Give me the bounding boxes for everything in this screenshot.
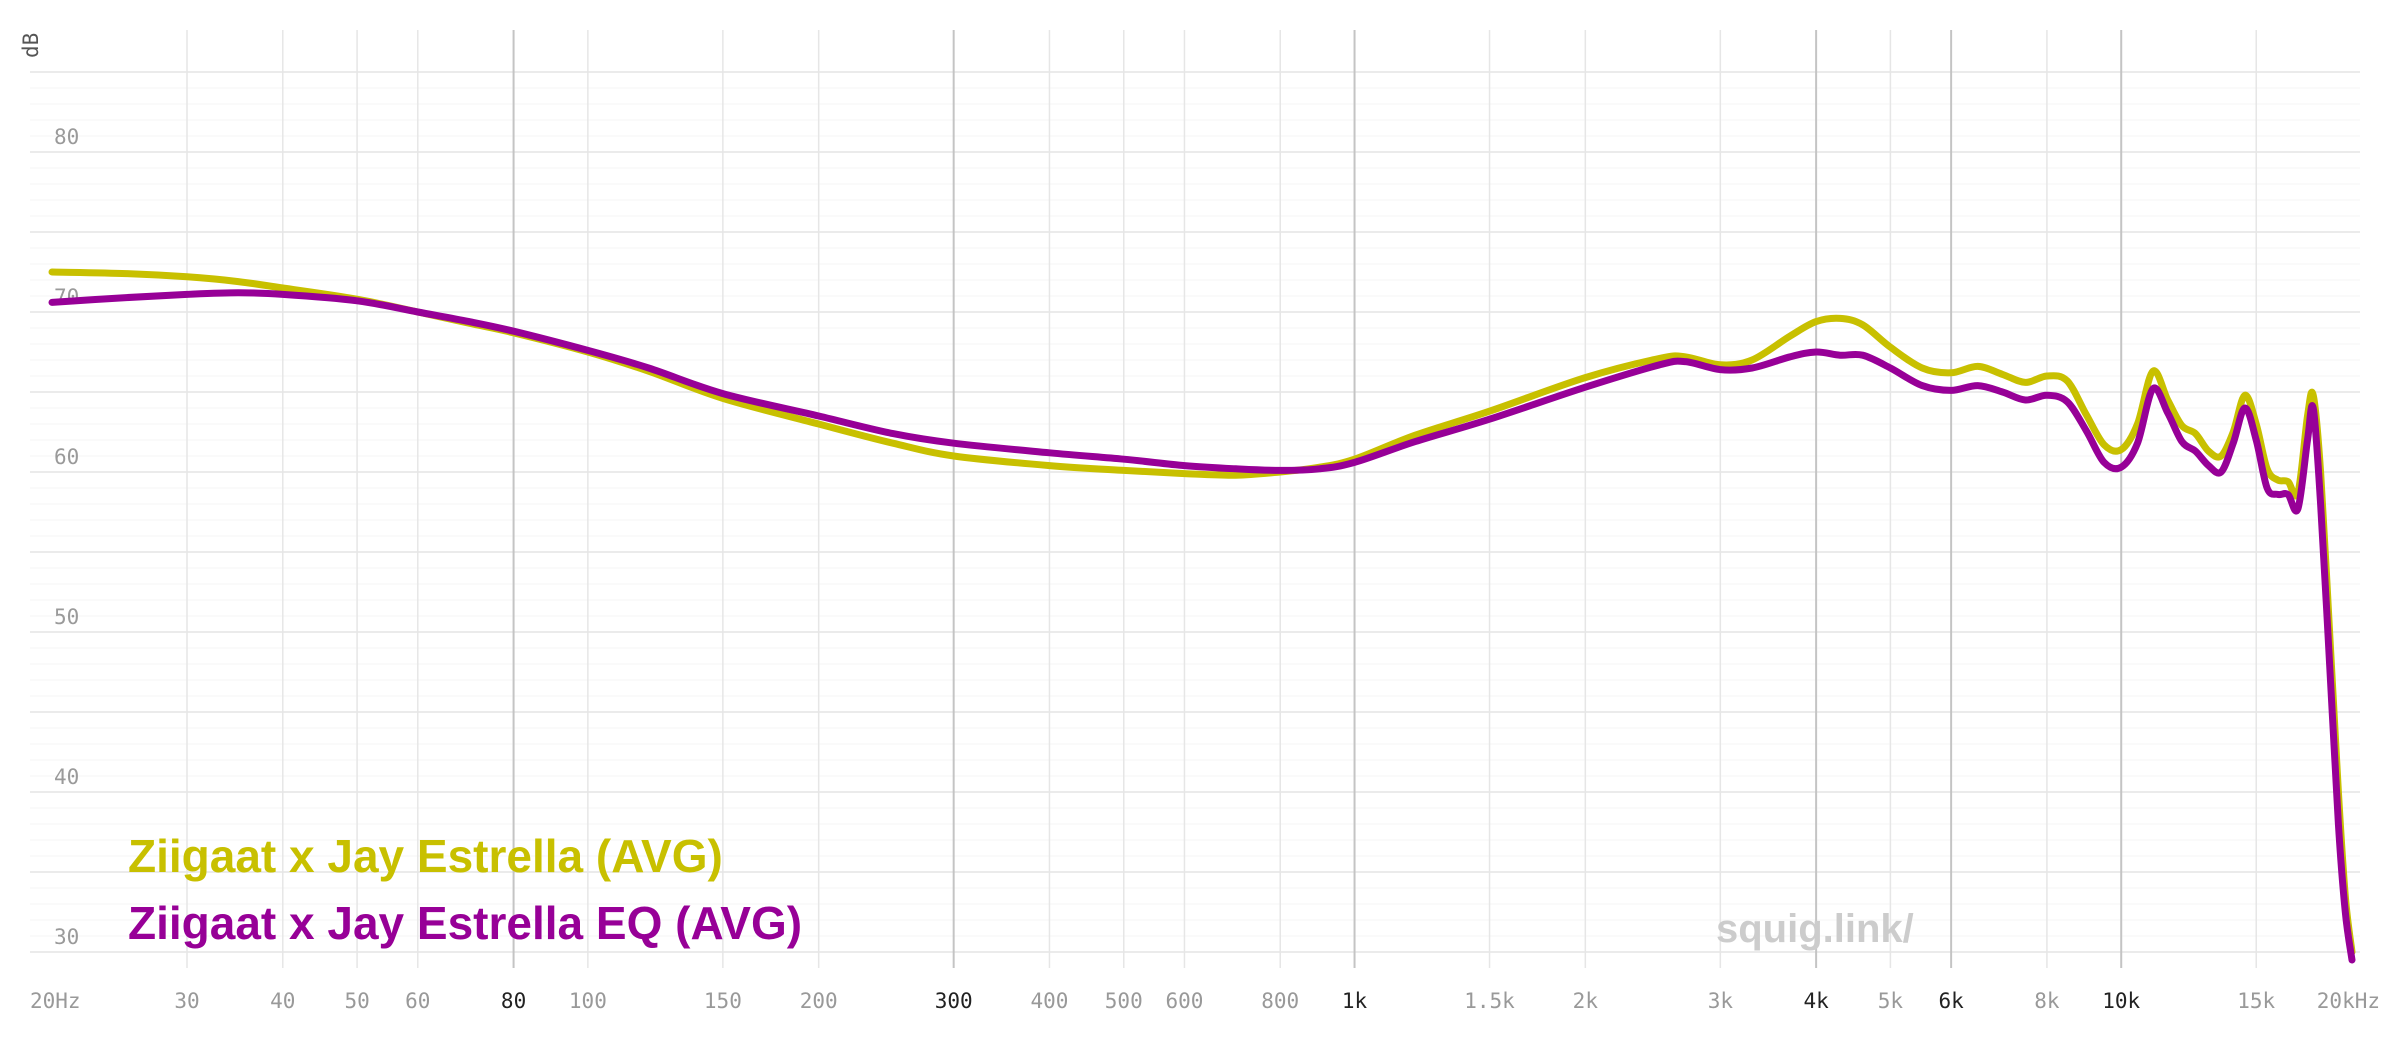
series-lines — [48, 268, 2356, 964]
x-tick-label: 20Hz — [30, 989, 81, 1013]
x-tick-label: 500 — [1105, 989, 1143, 1013]
horizontal-gridlines — [30, 71, 2360, 953]
y-tick-label: 40 — [54, 765, 79, 789]
series-line-1 — [48, 268, 2356, 956]
y-tick-label: 30 — [54, 925, 79, 949]
x-tick-label: 200 — [800, 989, 838, 1013]
legend: Ziigaat x Jay Estrella (AVG) Ziigaat x Ja… — [128, 830, 802, 949]
x-tick-label: 5k — [1878, 989, 1904, 1013]
x-tick-label: 8k — [2034, 989, 2060, 1013]
x-tick-label: 10k — [2102, 989, 2140, 1013]
x-tick-label: 800 — [1261, 989, 1299, 1013]
x-tick-label: 4k — [1803, 989, 1829, 1013]
vertical-gridlines — [186, 30, 2257, 968]
x-tick-label: 3k — [1708, 989, 1734, 1013]
x-tick-label: 1.5k — [1464, 989, 1515, 1013]
x-tick-label: 400 — [1030, 989, 1068, 1013]
legend-entry-1: Ziigaat x Jay Estrella (AVG) — [128, 830, 723, 882]
x-tick-label: 50 — [344, 989, 369, 1013]
x-tick-label: 15k — [2237, 989, 2275, 1013]
x-tick-label: 60 — [405, 989, 430, 1013]
x-tick-label: 30 — [174, 989, 199, 1013]
watermark-text: squig.link/ — [1716, 907, 1914, 951]
y-axis-label: dB — [19, 33, 43, 58]
x-tick-label: 1k — [1342, 989, 1368, 1013]
y-tick-label: 50 — [54, 605, 79, 629]
y-tick-label: 80 — [54, 125, 79, 149]
x-tick-label: 20kHz — [2317, 989, 2380, 1013]
x-tick-label: 100 — [569, 989, 607, 1013]
x-tick-label: 80 — [501, 989, 526, 1013]
x-axis-tick-labels: 20Hz 30 40 50 60 80 100 150 200 300 400 500 600 800 1k… — [30, 989, 2380, 1013]
x-tick-label: 600 — [1165, 989, 1203, 1013]
x-tick-label: 300 — [935, 989, 973, 1013]
x-tick-label: 2k — [1573, 989, 1599, 1013]
x-tick-label: 150 — [704, 989, 742, 1013]
series-line-2 — [48, 289, 2356, 964]
x-tick-label: 40 — [270, 989, 295, 1013]
x-tick-label: 6k — [1938, 989, 1964, 1013]
legend-entry-2: Ziigaat x Jay Estrella EQ (AVG) — [128, 897, 802, 949]
y-tick-label: 60 — [54, 445, 79, 469]
